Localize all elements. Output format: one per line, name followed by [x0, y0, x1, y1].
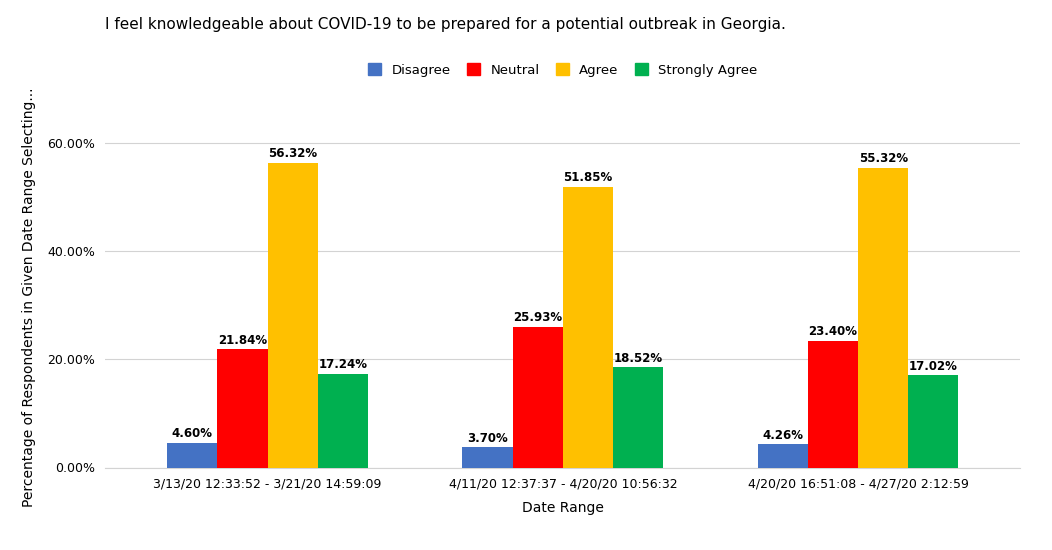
Bar	[858, 168, 908, 468]
Bar	[808, 341, 858, 468]
Text: 4.60%: 4.60%	[171, 427, 213, 440]
Y-axis label: Percentage of Respondents in Given Date Range Selecting...: Percentage of Respondents in Given Date …	[22, 87, 37, 507]
Bar	[463, 448, 512, 468]
Text: 4.26%: 4.26%	[763, 429, 804, 442]
Bar	[757, 444, 808, 468]
Text: 51.85%: 51.85%	[563, 171, 612, 184]
Text: 56.32%: 56.32%	[268, 147, 318, 160]
Bar	[218, 349, 267, 468]
Bar	[512, 327, 563, 468]
Bar	[167, 443, 218, 467]
Text: 18.52%: 18.52%	[613, 351, 663, 365]
Text: 55.32%: 55.32%	[858, 152, 908, 166]
Bar	[318, 374, 368, 467]
Bar	[563, 187, 613, 468]
X-axis label: Date Range: Date Range	[522, 502, 604, 515]
Text: 17.24%: 17.24%	[319, 359, 367, 371]
Text: I feel knowledgeable about COVID-19 to be prepared for a potential outbreak in G: I feel knowledgeable about COVID-19 to b…	[105, 16, 786, 31]
Bar	[908, 376, 958, 468]
Bar	[267, 163, 318, 468]
Text: 23.40%: 23.40%	[809, 325, 857, 338]
Legend: Disagree, Neutral, Agree, Strongly Agree: Disagree, Neutral, Agree, Strongly Agree	[363, 58, 763, 82]
Bar	[613, 367, 663, 468]
Text: 25.93%: 25.93%	[513, 311, 562, 324]
Text: 17.02%: 17.02%	[909, 360, 957, 373]
Text: 3.70%: 3.70%	[467, 432, 508, 445]
Text: 21.84%: 21.84%	[218, 334, 267, 346]
